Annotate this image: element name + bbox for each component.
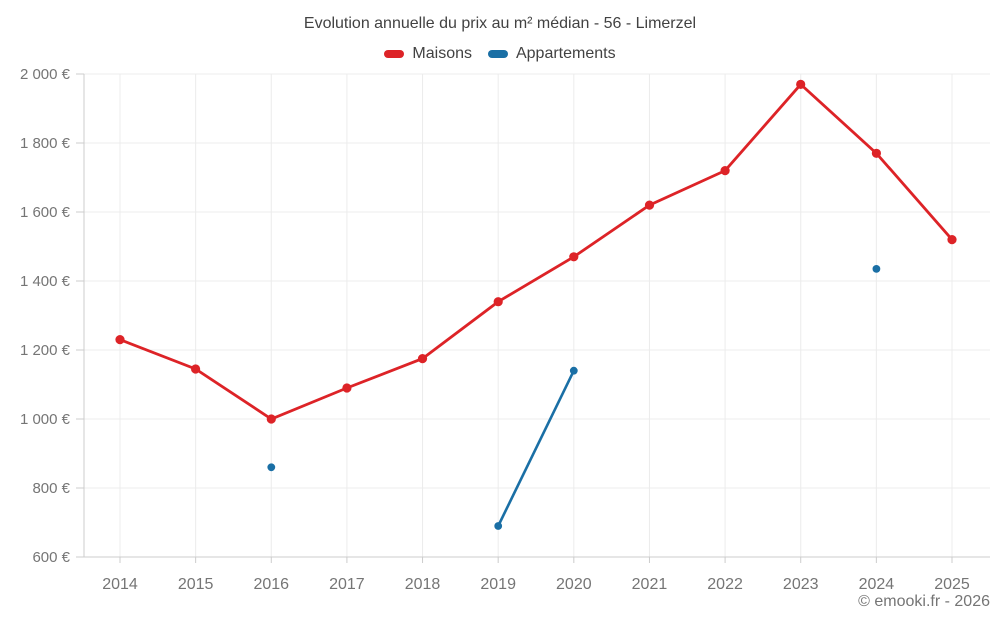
data-point-maisons-2023 [796, 79, 806, 89]
y-tick-label: 800 € [32, 480, 70, 497]
y-tick-label: 1 600 € [20, 204, 71, 221]
legend-item-appartements[interactable]: Appartements [487, 45, 616, 63]
y-tick-label: 600 € [32, 549, 70, 566]
legend-item-maisons[interactable]: Maisons [384, 45, 472, 63]
y-tick-label: 1 400 € [20, 273, 71, 290]
data-point-maisons-2016 [266, 414, 276, 424]
x-tick-label: 2023 [783, 576, 819, 593]
data-point-appartements-2024 [872, 265, 881, 273]
data-point-maisons-2017 [342, 383, 352, 393]
x-tick-label: 2022 [707, 576, 743, 593]
y-tick-label: 1 200 € [20, 342, 71, 359]
x-tick-label: 2020 [556, 576, 592, 593]
legend: Maisons Appartements [0, 45, 1000, 63]
series-line-maisons [119, 82, 954, 421]
x-tick-label: 2019 [480, 576, 516, 593]
data-point-maisons-2020 [569, 252, 579, 262]
data-point-appartements-2016 [267, 463, 276, 472]
legend-swatch-appartements [487, 50, 508, 58]
legend-label-appartements: Appartements [515, 45, 616, 62]
data-point-maisons-2022 [720, 166, 730, 176]
data-point-maisons-2014 [115, 335, 125, 345]
x-tick-label: 2016 [253, 576, 289, 593]
data-point-appartements-2020 [569, 366, 578, 375]
series-line-appartements [498, 269, 876, 526]
x-tick-label: 2025 [934, 576, 970, 593]
data-point-maisons-2024 [871, 148, 882, 158]
data-point-maisons-2018 [417, 354, 428, 364]
x-tick-label: 2021 [632, 576, 668, 593]
copyright: © emooki.fr - 2026 [858, 593, 990, 610]
y-tick-label: 1 800 € [20, 135, 71, 152]
chart-title: Evolution annuelle du prix au m² médian … [303, 15, 697, 32]
x-tick-label: 2018 [405, 576, 441, 593]
x-tick-label: 2017 [329, 576, 365, 593]
data-point-appartements-2019 [494, 522, 503, 530]
data-point-maisons-2019 [493, 297, 503, 307]
y-tick-label: 2 000 € [20, 66, 71, 83]
x-tick-label: 2024 [859, 576, 895, 593]
legend-label-maisons: Maisons [412, 45, 472, 62]
y-tick-label: 1 000 € [20, 411, 71, 428]
data-point-maisons-2025 [947, 235, 957, 245]
x-tick-label: 2015 [178, 576, 214, 593]
data-point-maisons-2015 [191, 364, 201, 374]
data-point-maisons-2021 [644, 200, 655, 210]
legend-swatch-maisons [384, 50, 405, 58]
x-tick-label: 2014 [102, 576, 138, 593]
